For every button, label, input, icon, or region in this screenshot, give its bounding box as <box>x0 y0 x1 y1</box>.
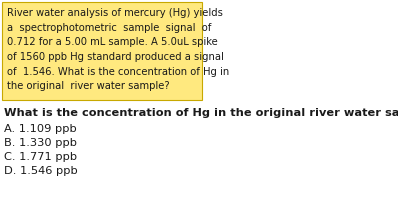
Text: B. 1.330 ppb: B. 1.330 ppb <box>4 138 77 148</box>
Text: C. 1.771 ppb: C. 1.771 ppb <box>4 152 77 162</box>
Text: River water analysis of mercury (Hg) yields: River water analysis of mercury (Hg) yie… <box>7 8 223 18</box>
FancyBboxPatch shape <box>2 2 202 100</box>
Text: of  1.546. What is the concentration of Hg in: of 1.546. What is the concentration of H… <box>7 67 229 77</box>
Text: the original  river water sample?: the original river water sample? <box>7 81 170 91</box>
Text: 0.712 for a 5.00 mL sample. A 5.0uL spike: 0.712 for a 5.00 mL sample. A 5.0uL spik… <box>7 37 218 47</box>
Text: D. 1.546 ppb: D. 1.546 ppb <box>4 166 78 176</box>
Text: What is the concentration of Hg in the original river water sample?: What is the concentration of Hg in the o… <box>4 108 398 118</box>
Text: of 1560 ppb Hg standard produced a signal: of 1560 ppb Hg standard produced a signa… <box>7 52 224 62</box>
Text: a  spectrophotometric  sample  signal  of: a spectrophotometric sample signal of <box>7 23 211 33</box>
Text: A. 1.109 ppb: A. 1.109 ppb <box>4 124 77 134</box>
